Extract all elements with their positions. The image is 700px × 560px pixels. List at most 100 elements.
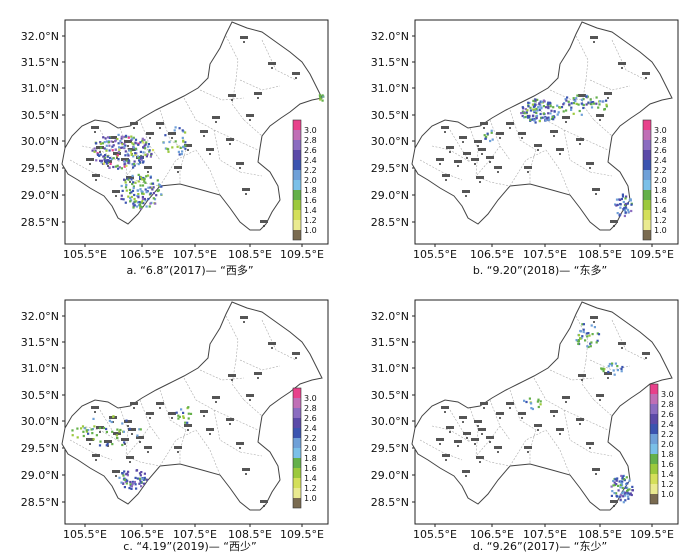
precip-cell [144,143,147,146]
precip-cell [521,106,524,109]
precip-cell [627,495,630,498]
precip-cell [628,479,631,482]
precip-cell [152,197,155,200]
precip-cell [105,427,108,431]
precip-cell [135,200,138,203]
precip-cell [107,141,110,144]
city-label [494,166,502,169]
precip-cell [117,142,120,145]
precip-cell [138,428,141,431]
precip-cell [541,101,544,104]
city-label [130,122,138,125]
precip-cell [142,202,145,205]
precip-cell [562,110,565,113]
precip-cell [142,482,146,485]
precip-cell [178,415,181,418]
precip-cell [544,119,548,122]
precip-cell [111,443,114,446]
precip-cell [618,495,621,498]
precip-cell [178,127,181,130]
city-label [240,36,248,39]
legend-swatch [293,230,301,240]
city-label [246,114,254,117]
city-marker [129,181,131,183]
precip-cell [130,191,133,194]
precip-cell [625,492,628,495]
precip-cell [131,174,134,177]
city-marker [257,97,259,99]
precip-cell [568,103,571,106]
legend-label: 2.0 [661,440,674,449]
district-boundary [575,35,589,81]
district-boundary [139,119,161,161]
city-marker [444,411,446,413]
legend-label: 1.6 [661,460,674,469]
city-label [292,72,300,75]
precip-cell [100,161,103,164]
precip-cell [612,369,615,372]
legend-swatch [293,120,301,130]
precip-cell [132,155,135,158]
precip-cell [142,478,145,481]
precip-cell [621,193,624,196]
city-label [442,174,450,177]
precip-cell [597,333,601,336]
city-marker [499,137,501,139]
precip-cell [626,490,629,493]
city-label [236,162,244,165]
city-label [586,442,594,445]
precip-cell [526,109,529,112]
precip-cell [552,106,555,109]
precip-cell [138,201,141,204]
precip-cell [528,397,531,400]
precip-cell [141,197,144,200]
precip-cell [139,205,142,208]
precip-cell [142,151,145,154]
chongqing-boundary [411,21,673,231]
city-marker [115,475,117,477]
precip-cell [111,145,114,148]
precip-cell [608,362,611,366]
precip-cell [520,112,523,115]
precip-cell [76,436,79,439]
city-marker [271,347,273,349]
city-marker [99,151,101,153]
district-boundary [575,315,589,361]
district-boundary [469,127,479,177]
lon-tick-label: 107.5°E [173,528,217,541]
precip-cell [490,131,493,134]
precip-cell [616,203,619,206]
city-marker [559,153,561,155]
district-boundary [431,425,471,443]
city-marker [474,443,476,445]
lat-tick-label: 30.0°N [21,135,59,148]
precip-cell [114,165,117,168]
legend-label: 2.4 [304,156,317,165]
precip-cell [590,341,593,344]
precip-cell [85,430,88,433]
precip-cell [602,100,605,103]
precip-cell [131,137,134,140]
precip-cell [101,142,104,145]
precip-cell [103,147,106,150]
city-marker [613,225,615,227]
precip-cell [135,205,138,208]
lat-tick-label: 31.5°N [371,56,409,69]
precip-cell [577,342,580,345]
precip-cell [97,153,100,156]
precip-cell [132,166,135,169]
precip-cell [108,149,111,152]
precip-cell [629,492,632,495]
precip-cell [151,182,155,185]
precip-cell [119,146,122,149]
legend-label: 2.8 [654,136,667,145]
city-marker [187,429,189,431]
precip-cell [483,134,486,137]
precip-cell [620,484,624,487]
city-label [236,442,244,445]
district-boundary [231,79,245,121]
precip-cell [580,113,583,116]
city-label [474,140,482,143]
legend-swatch [650,414,658,424]
city-marker [489,161,491,163]
